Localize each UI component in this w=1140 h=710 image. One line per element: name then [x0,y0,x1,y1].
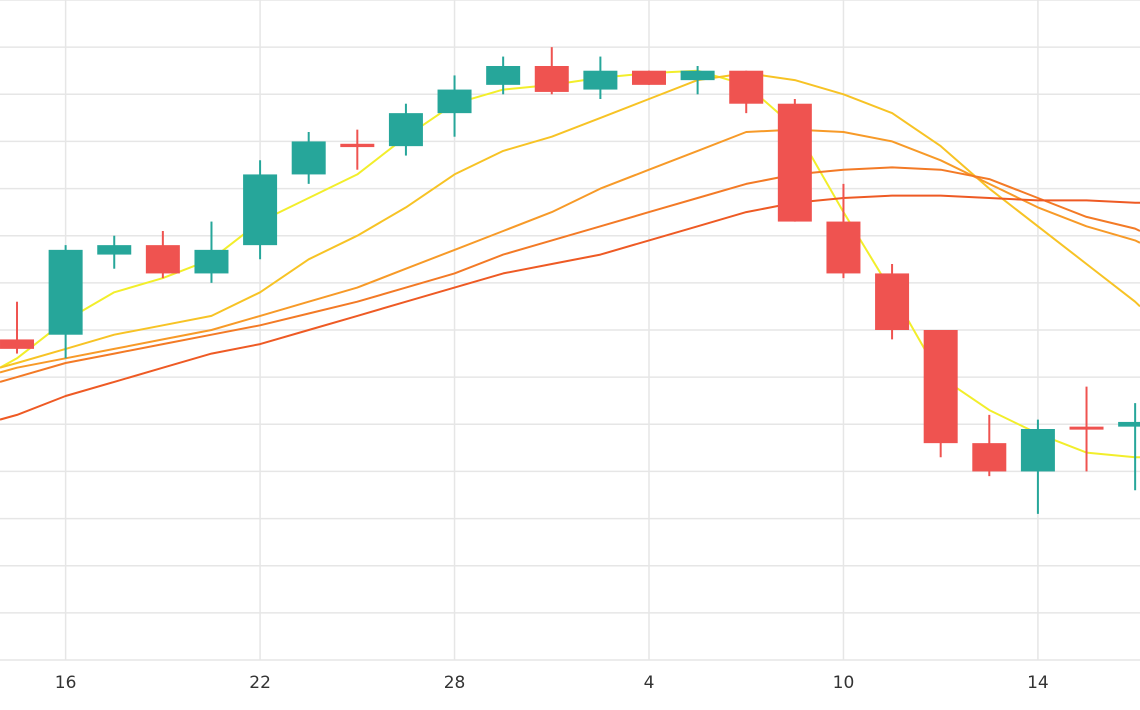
candle-body [583,70,618,90]
moving-average-line-2 [0,72,1140,369]
candle-body [826,221,861,274]
candle-body [388,113,423,147]
moving-average-line-5 [0,194,1140,421]
candle-body [777,103,812,222]
candle-8 [388,103,423,156]
candle-12 [583,56,618,99]
x-tick-label: 4 [644,673,655,693]
moving-average-lines [0,69,1140,459]
candle-23 [1118,403,1140,491]
candle-15 [729,70,764,114]
candle-body [97,245,132,255]
candle-22 [1069,386,1104,472]
moving-average-line-1 [0,69,1140,459]
candle-19 [923,330,958,458]
x-tick-label: 28 [444,673,466,693]
candle-body [340,143,375,148]
x-tick-label: 16 [55,673,77,693]
candle-body [1069,426,1104,430]
candle-body [729,70,764,104]
moving-average-line-4 [0,166,1140,383]
candle-body [972,443,1007,472]
candle-2 [97,235,132,269]
candle-body [437,89,472,114]
candle-17 [826,183,861,279]
candle-body [48,249,83,335]
candle-9 [437,75,472,137]
candle-3 [145,231,180,279]
candle-body [680,70,715,81]
candle-18 [875,264,910,340]
candle-body [875,273,910,330]
x-axis: 16 22 28 4 10 14 [55,673,1049,693]
grid [0,0,1140,661]
candles [0,47,1140,514]
candle-13 [631,70,666,85]
candle-body [923,330,958,444]
candle-10 [486,56,521,95]
candle-body [0,339,35,349]
candle-body [1020,429,1055,472]
candle-body [291,141,326,175]
candle-body [1118,421,1140,427]
x-tick-label: 22 [249,673,271,693]
candle-1 [48,245,83,359]
candle-body [631,70,666,85]
candle-body [486,66,521,85]
candle-body [145,245,180,274]
candle-body [194,249,229,274]
candle-body [243,174,278,246]
candle-21 [1020,419,1055,514]
candle-11 [534,47,569,95]
candle-4 [194,221,229,283]
candle-16 [777,99,812,222]
moving-average-line-3 [0,128,1140,374]
candle-14 [680,66,715,95]
candle-20 [972,414,1007,477]
x-tick-label: 10 [833,673,855,693]
candle-5 [243,160,278,260]
x-tick-label: 14 [1027,673,1049,693]
candle-7 [340,129,375,170]
candle-0 [0,301,35,354]
candle-6 [291,132,326,184]
candle-body [534,66,569,92]
